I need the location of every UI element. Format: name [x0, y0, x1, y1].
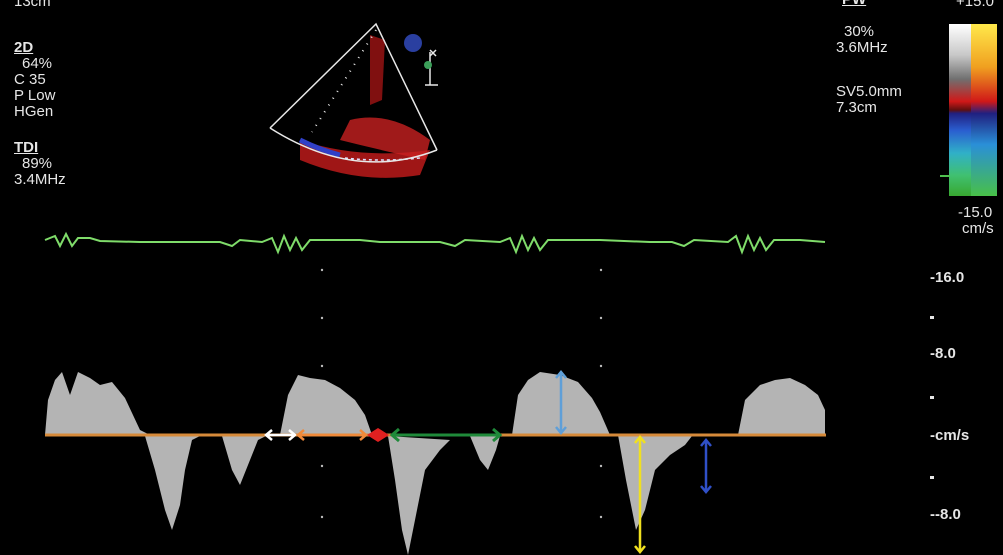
- scale-label-top: -16.0: [930, 269, 965, 286]
- gain-pw-readout: 30%: [844, 23, 875, 40]
- mode-2d-label: 2D: [14, 39, 34, 56]
- freq-pw-readout: 3.6MHz: [836, 39, 888, 56]
- gain-tdi-readout: 89%: [22, 155, 53, 172]
- color-bar-top-label: +15.0: [956, 0, 994, 10]
- freq-mode-readout: HGen: [14, 103, 54, 120]
- scale-label-baseline: -cm/s: [930, 427, 970, 444]
- sector-image: [269, 22, 438, 178]
- velocity-arrow-lightblue: [555, 370, 567, 435]
- compress-readout: C 35: [14, 71, 46, 88]
- gain-2d-readout: 64%: [22, 55, 53, 72]
- doppler-waveform: [45, 372, 825, 555]
- time-markers: [320, 268, 603, 519]
- probe-marker: [404, 34, 438, 86]
- freq-tdi-readout: 3.4MHz: [14, 171, 66, 188]
- interval-arrow-white: [264, 429, 297, 441]
- color-bar-bottom-label: -15.0: [958, 204, 993, 221]
- power-readout: P Low: [14, 87, 56, 104]
- velocity-arrow-darkblue: [700, 438, 712, 494]
- mode-pw-label: PW: [842, 0, 866, 7]
- depth-readout: 13cm: [14, 0, 51, 10]
- sample-volume-readout: SV5.0mm: [836, 83, 902, 100]
- scale-ticks: [930, 316, 934, 479]
- interval-arrow-orange: [296, 429, 368, 441]
- velocity-arrow-yellow: [634, 435, 646, 554]
- color-bar-unit: cm/s: [962, 220, 994, 237]
- color-bar: [940, 24, 997, 196]
- interval-marker-red: [367, 428, 389, 442]
- scale-label-lower: --8.0: [930, 506, 961, 523]
- sv-depth-readout: 7.3cm: [836, 99, 877, 116]
- mode-tdi-label: TDI: [14, 139, 39, 156]
- scale-label-upper: -8.0: [930, 345, 956, 362]
- ecg-trace: [44, 231, 826, 255]
- interval-arrow-green: [389, 427, 503, 443]
